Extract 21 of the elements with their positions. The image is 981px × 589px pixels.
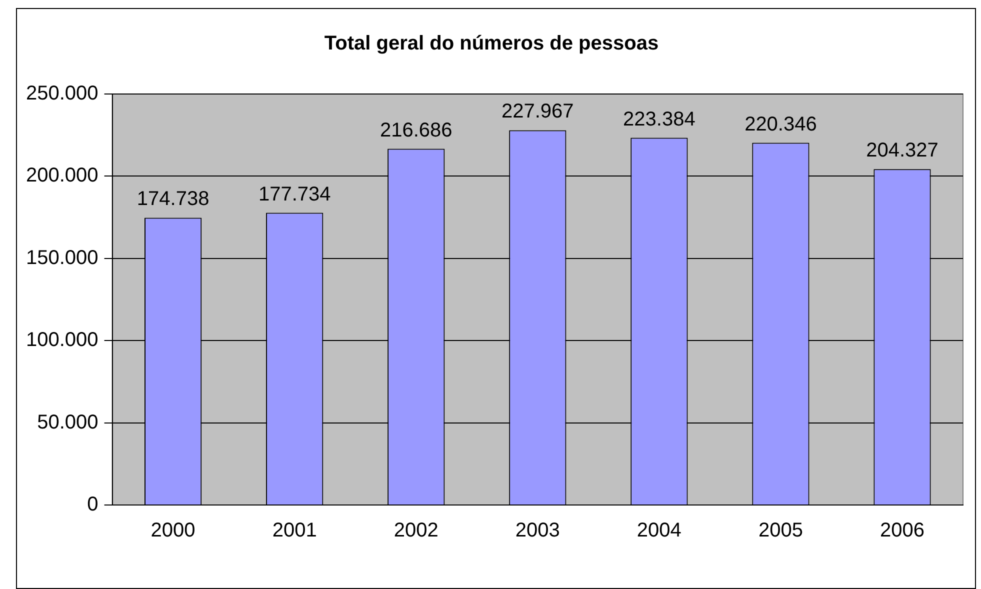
y-tick-label: 150.000: [26, 246, 98, 269]
chart-title: Total geral do números de pessoas: [324, 32, 659, 55]
y-tick-label: 100.000: [26, 329, 98, 352]
data-label: 204.327: [866, 140, 938, 162]
data-label: 227.967: [502, 100, 574, 123]
x-tick-label: 2004: [636, 520, 682, 542]
data-label: 223.384: [623, 108, 696, 130]
x-tick-label: 2006: [880, 520, 924, 542]
y-tick-label: 0: [87, 494, 98, 516]
y-tick-label: 50.000: [37, 411, 98, 434]
x-tick-label: 2003: [515, 520, 560, 542]
data-label: 174.738: [136, 188, 210, 210]
x-tick-label: 2001: [272, 520, 317, 542]
y-tick-label: 250.000: [26, 82, 98, 105]
y-tick-label: 200.000: [26, 164, 98, 187]
data-label: 216.686: [380, 119, 452, 142]
x-tick-label: 2002: [394, 520, 438, 542]
x-tick-label: 2005: [758, 520, 803, 542]
x-tick-label: 2000: [150, 520, 196, 542]
data-label: 220.346: [744, 113, 817, 136]
data-label: 177.734: [258, 183, 331, 206]
